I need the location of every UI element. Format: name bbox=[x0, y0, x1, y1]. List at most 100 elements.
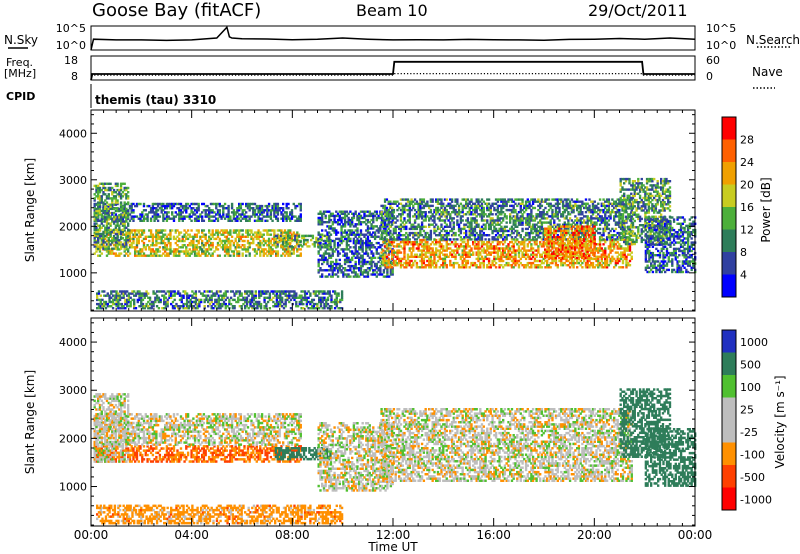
heatmap-cell bbox=[445, 236, 448, 239]
heatmap-cell bbox=[155, 241, 158, 245]
heatmap-cell bbox=[119, 232, 123, 236]
heatmap-cell bbox=[102, 232, 105, 236]
heatmap-cell bbox=[171, 250, 174, 253]
heatmap-cell bbox=[109, 250, 112, 253]
heatmap-cell bbox=[225, 246, 228, 249]
heatmap-cell bbox=[351, 218, 354, 222]
heatmap-cell bbox=[401, 264, 404, 267]
heatmap-cell bbox=[380, 248, 384, 251]
heatmap-cell bbox=[126, 290, 129, 293]
heatmap-cell bbox=[380, 237, 384, 241]
heatmap-cell bbox=[368, 231, 371, 234]
heatmap-cell bbox=[373, 237, 377, 241]
heatmap-cell bbox=[234, 237, 237, 241]
heatmap-cell bbox=[121, 207, 125, 211]
heatmap-cell bbox=[591, 241, 595, 244]
heatmap-cell bbox=[111, 239, 114, 242]
heatmap-cell bbox=[192, 300, 196, 304]
heatmap-cell bbox=[127, 211, 130, 215]
heatmap-cell bbox=[119, 203, 123, 206]
heatmap-cell bbox=[182, 302, 185, 306]
heatmap-cell bbox=[269, 217, 273, 220]
heatmap-cell bbox=[396, 249, 399, 252]
heatmap-cell bbox=[335, 298, 338, 302]
heatmap-cell bbox=[415, 234, 419, 237]
heatmap-cell bbox=[442, 202, 445, 205]
heatmap-cell bbox=[335, 264, 338, 268]
heatmap-cell bbox=[275, 202, 278, 206]
heatmap-cell bbox=[358, 212, 361, 215]
heatmap-cell bbox=[156, 219, 160, 222]
heatmap-cell bbox=[614, 243, 618, 246]
heatmap-cell bbox=[380, 255, 383, 258]
heatmap-cell bbox=[232, 213, 236, 216]
heatmap-cell bbox=[452, 251, 455, 254]
heatmap-cell bbox=[194, 294, 198, 297]
heatmap-cell bbox=[502, 249, 505, 252]
heatmap-cell bbox=[399, 198, 403, 201]
heatmap-cell bbox=[354, 212, 357, 215]
heatmap-cell bbox=[482, 251, 485, 254]
heatmap-cell bbox=[340, 210, 343, 213]
heatmap-cell bbox=[450, 227, 454, 231]
heatmap-cell bbox=[366, 267, 370, 270]
heatmap-cell bbox=[331, 264, 334, 268]
heatmap-cell bbox=[199, 215, 202, 218]
heatmap-cell bbox=[321, 214, 324, 218]
heatmap-cell bbox=[211, 254, 214, 257]
heatmap-cell bbox=[287, 234, 290, 238]
heatmap-cell bbox=[104, 188, 107, 192]
heatmap-cell bbox=[586, 266, 589, 269]
heatmap-cell bbox=[114, 228, 118, 231]
heatmap-cell bbox=[363, 262, 366, 266]
heatmap-cell bbox=[345, 221, 349, 224]
heatmap-cell bbox=[457, 211, 461, 214]
heatmap-cell bbox=[246, 233, 250, 236]
heatmap-cell bbox=[323, 302, 326, 306]
heatmap-cell bbox=[245, 300, 249, 304]
heatmap-cell bbox=[433, 255, 436, 258]
heatmap-cell bbox=[335, 210, 338, 213]
heatmap-cell bbox=[183, 217, 186, 220]
heatmap-cell bbox=[429, 200, 433, 203]
heatmap-cell bbox=[103, 290, 106, 293]
heatmap-cell bbox=[568, 261, 572, 265]
heatmap-cell bbox=[457, 213, 461, 216]
heatmap-cell bbox=[155, 209, 158, 212]
heatmap-cell bbox=[205, 290, 208, 293]
heatmap-cell bbox=[160, 211, 163, 214]
heatmap-cell bbox=[314, 290, 317, 293]
heatmap-cell bbox=[111, 204, 114, 208]
heatmap-cell bbox=[328, 214, 331, 218]
heatmap-cell bbox=[505, 261, 508, 265]
heatmap-cell bbox=[191, 305, 194, 308]
heatmap-cell bbox=[417, 223, 420, 226]
heatmap-cell bbox=[107, 204, 110, 208]
heatmap-cell bbox=[338, 244, 341, 247]
heatmap-cell bbox=[116, 199, 119, 202]
heatmap-cell bbox=[111, 220, 114, 223]
heatmap-cell bbox=[482, 259, 485, 263]
heatmap-cell bbox=[413, 255, 417, 258]
heatmap-cell bbox=[358, 218, 361, 222]
heatmap-cell bbox=[447, 243, 450, 246]
heatmap-cell bbox=[183, 239, 186, 243]
heatmap-cell bbox=[340, 292, 344, 295]
heatmap-cell bbox=[463, 241, 466, 244]
heatmap-cell bbox=[213, 219, 216, 222]
heatmap-cell bbox=[244, 296, 247, 299]
heatmap-cell bbox=[188, 244, 191, 247]
heatmap-cell bbox=[100, 197, 103, 200]
heatmap-cell bbox=[399, 257, 403, 261]
heatmap-cell bbox=[554, 255, 558, 258]
heatmap-cell bbox=[392, 251, 396, 254]
heatmap-cell bbox=[398, 245, 401, 248]
heatmap-cell bbox=[127, 217, 130, 220]
heatmap-cell bbox=[195, 233, 199, 236]
heatmap-cell bbox=[429, 204, 433, 208]
heatmap-cell bbox=[201, 229, 204, 232]
heatmap-cell bbox=[336, 275, 340, 278]
heatmap-cell bbox=[239, 219, 243, 222]
heatmap-cell bbox=[505, 247, 508, 250]
heatmap-cell bbox=[366, 254, 370, 257]
